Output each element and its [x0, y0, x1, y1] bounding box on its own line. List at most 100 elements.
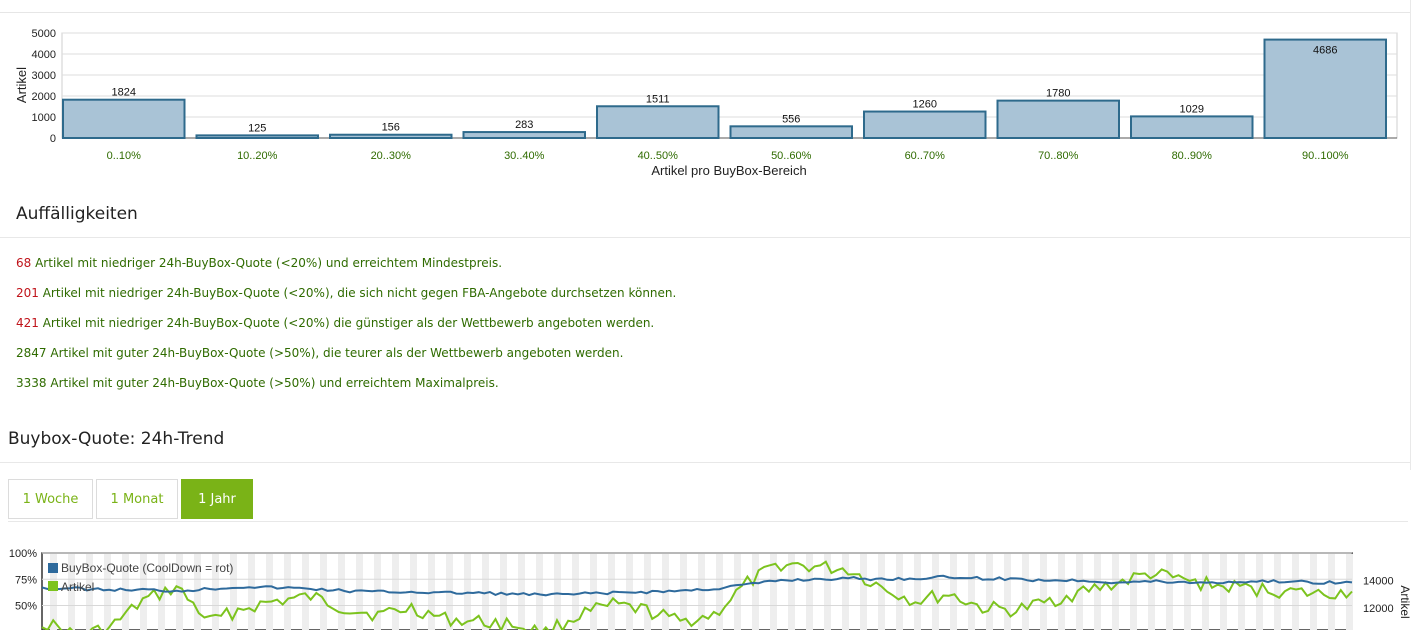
issue-text: Artikel mit guter 24h-BuyBox-Quote (>50%… [46, 346, 624, 360]
y-axis-label: Artikel [14, 67, 29, 103]
bar-value-label: 1260 [913, 99, 937, 111]
bar [996, 99, 1120, 140]
y-axis-ticks: 5000 4000 3000 2000 1000 0 [32, 28, 56, 145]
weekend-band [1112, 554, 1119, 630]
issue-text: Artikel mit guter 24h-BuyBox-Quote (>50%… [46, 376, 499, 390]
y-left-tick-label: 100% [9, 548, 37, 560]
y-right-tick-label: 12000 [1363, 603, 1394, 615]
issue-item[interactable]: 3338 Artikel mit guter 24h-BuyBox-Quote … [16, 376, 499, 390]
tab-1-monat[interactable]: 1 Monat [96, 479, 178, 519]
series-line-artikel [41, 560, 1353, 630]
bar [596, 105, 720, 139]
y-tick-label: 3000 [32, 70, 56, 82]
weekend-band [806, 554, 813, 630]
weekend-band [824, 554, 831, 630]
x-tick-label: 0..10% [107, 150, 141, 162]
tab-label: 1 Jahr [198, 491, 236, 507]
weekend-band [248, 554, 255, 630]
buybox-trend-chart: 100% 75% 50% 14000 12000 Artikel BuyBox-Quo… [9, 548, 1412, 630]
issues-title: Auffälligkeiten [16, 204, 138, 224]
x-tick-label: 20..30% [371, 150, 412, 162]
issue-count: 3338 [16, 376, 47, 390]
tab-1-woche[interactable]: 1 Woche [8, 479, 93, 519]
weekend-band [104, 554, 111, 630]
tab-label: 1 Woche [22, 491, 79, 507]
issue-item[interactable]: 68 Artikel mit niedriger 24h-BuyBox-Quot… [16, 256, 502, 270]
weekend-band [140, 554, 147, 630]
issue-item[interactable]: 2847 Artikel mit guter 24h-BuyBox-Quote … [16, 346, 623, 360]
weekend-band [68, 554, 75, 630]
bar [462, 131, 586, 139]
issue-text: Artikel mit niedriger 24h-BuyBox-Quote (… [38, 286, 677, 300]
bar [1263, 38, 1387, 139]
bars [62, 38, 1387, 140]
weekend-band [914, 554, 921, 630]
legend-swatch-buybox-quote [48, 563, 58, 573]
y-tick-label: 2000 [32, 91, 56, 103]
chart-bands [41, 552, 1353, 630]
weekend-band [1184, 554, 1191, 630]
y-right-ticks: 14000 12000 [1363, 576, 1394, 616]
weekend-band [968, 554, 975, 630]
weekend-band [518, 554, 525, 630]
weekend-band [1022, 554, 1029, 630]
weekend-band [878, 554, 885, 630]
weekend-band [500, 554, 507, 630]
x-tick-label: 60..70% [905, 150, 946, 162]
y-left-tick-label: 50% [15, 601, 37, 613]
issue-text: Artikel mit niedriger 24h-BuyBox-Quote (… [31, 256, 503, 270]
weekend-band [734, 554, 741, 630]
weekend-band [356, 554, 363, 630]
weekend-band [212, 554, 219, 630]
x-tick-label: 50..60% [771, 150, 812, 162]
issue-item[interactable]: 421 Artikel mit niedriger 24h-BuyBox-Quo… [16, 316, 654, 330]
issue-count: 2847 [16, 346, 47, 360]
series-line-buybox-quote [41, 574, 1353, 597]
bar-value-label: 1511 [646, 93, 670, 105]
weekend-band [860, 554, 867, 630]
weekend-band [1130, 554, 1137, 630]
weekend-band [1328, 554, 1335, 630]
weekend-band [842, 554, 849, 630]
issues-divider [0, 237, 1410, 238]
weekend-band [338, 554, 345, 630]
weekend-band [986, 554, 993, 630]
data-labels: 1824 125 156 283 1511 556 1260 1780 1029 4686 [112, 45, 1338, 135]
bar [329, 133, 453, 139]
issue-item[interactable]: 201 Artikel mit niedriger 24h-BuyBox-Quo… [16, 286, 676, 300]
weekend-band [194, 554, 201, 630]
y-tick-label: 4000 [32, 49, 56, 61]
y-tick-label: 1000 [32, 112, 56, 124]
weekend-band [1238, 554, 1245, 630]
bar-value-label: 156 [382, 122, 400, 134]
legend-swatch-artikel [48, 581, 58, 591]
weekend-band [1058, 554, 1065, 630]
bar-value-label: 556 [782, 113, 800, 125]
weekend-band [1202, 554, 1209, 630]
weekend-band [1076, 554, 1083, 630]
tab-1-jahr[interactable]: 1 Jahr [181, 479, 253, 519]
weekend-band [1094, 554, 1101, 630]
weekend-band [950, 554, 957, 630]
weekend-band [1346, 554, 1353, 630]
legend-label-buybox-quote: BuyBox-Quote (CoolDown = rot) [61, 561, 233, 575]
bar [62, 98, 186, 139]
weekend-band [572, 554, 579, 630]
weekend-band [1040, 554, 1047, 630]
weekend-band [1274, 554, 1281, 630]
x-tick-label: 10..20% [237, 150, 278, 162]
x-tick-label: 30..40% [504, 150, 545, 162]
weekend-band [266, 554, 273, 630]
x-tick-label: 40..50% [638, 150, 679, 162]
weekend-band [716, 554, 723, 630]
issue-count: 68 [16, 256, 32, 270]
bar-value-label: 125 [248, 122, 266, 134]
weekend-band [230, 554, 237, 630]
y-left-ticks: 100% 75% 50% [9, 548, 37, 613]
plot-area [41, 552, 1353, 630]
weekend-band [86, 554, 93, 630]
y-tick-label: 5000 [32, 28, 56, 40]
weekend-band [680, 554, 687, 630]
top-divider [0, 12, 1410, 13]
issue-text: Artikel mit niedriger 24h-BuyBox-Quote (… [38, 316, 655, 330]
